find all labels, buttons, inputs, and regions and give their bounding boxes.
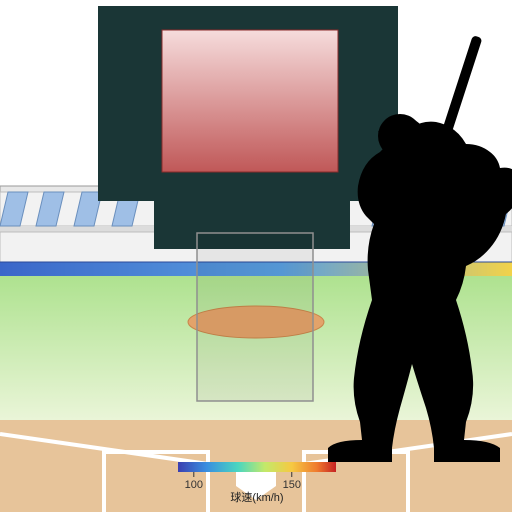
colorbar (178, 462, 336, 472)
scoreboard-screen (162, 30, 338, 172)
colorbar-tick-label: 100 (185, 479, 203, 491)
colorbar-tick-label: 150 (283, 479, 301, 491)
colorbar-label: 球速(km/h) (230, 490, 283, 504)
strike-zone (197, 233, 313, 401)
